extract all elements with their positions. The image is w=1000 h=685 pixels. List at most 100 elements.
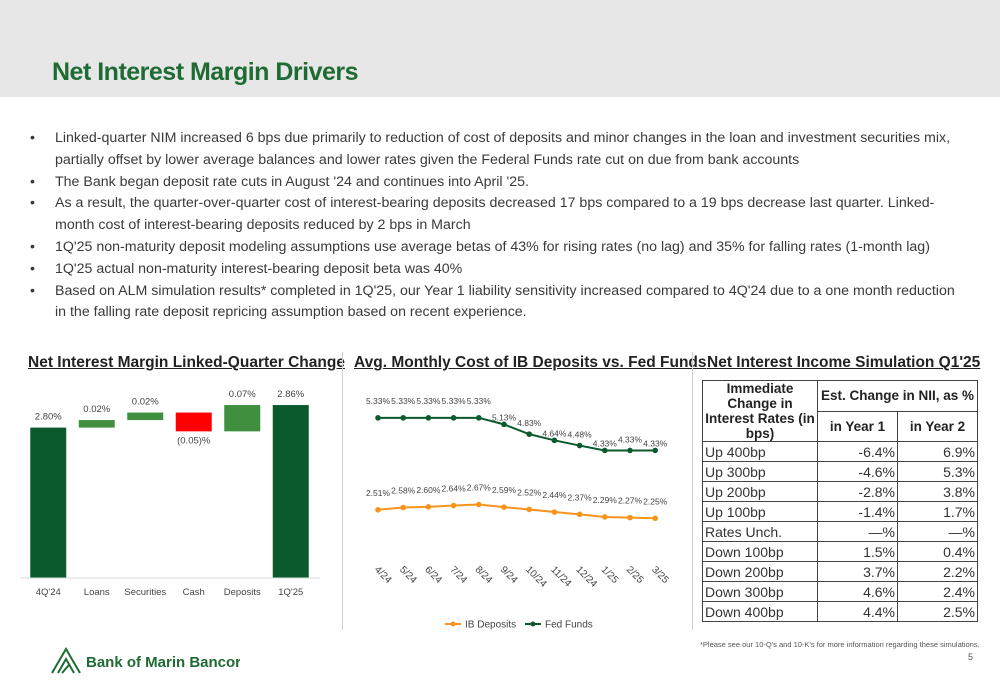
x-tick-label: 9/24 (498, 564, 520, 586)
x-tick-label: Securities (124, 587, 166, 598)
value-label: 5.33% (467, 396, 492, 406)
x-tick-label: 1Q'25 (278, 587, 303, 598)
x-tick-label: 1/25 (599, 564, 621, 586)
legend-label: IB Deposits (465, 620, 516, 631)
table-cell: 6.9% (896, 441, 979, 462)
point (425, 415, 432, 421)
x-tick-label: 10/24 (523, 564, 549, 590)
waterfall-chart: 2.80% 4Q'24 0.02% Loans 0.02% Securities (0.05… (20, 389, 320, 598)
table-row: Rates Unch. —% —% (702, 521, 979, 542)
x-tick-label: 7/24 (447, 564, 469, 586)
table-cell: 4.4% (817, 601, 898, 622)
point (551, 437, 558, 444)
legend-swatch (450, 621, 456, 627)
value-label: 4.64% (542, 428, 567, 438)
value-label: 2.37% (568, 492, 593, 502)
value-label: 2.44% (542, 490, 567, 500)
value-label: 5.33% (442, 396, 467, 406)
value-label: 4.48% (568, 430, 593, 440)
page-number: 5 (968, 652, 974, 662)
point (450, 415, 457, 421)
separator (342, 352, 343, 630)
point (501, 421, 507, 428)
value-label: 2.64% (442, 484, 467, 494)
table-cell: Down 300bp (702, 581, 818, 602)
point (652, 515, 658, 522)
value-label: 5.33% (416, 396, 441, 406)
chart-title: Avg. Monthly Cost of IB Deposits vs. Fed… (354, 354, 707, 371)
table-cell: Down 100bp (702, 541, 818, 562)
table-row: Up 100bp -1.4% 1.7% (702, 501, 979, 522)
value-label: 5.33% (366, 396, 391, 406)
table-row: Up 200bp -2.8% 3.8% (702, 481, 979, 502)
value-label: 2.27% (618, 496, 643, 506)
table-cell: 1.5% (817, 541, 898, 562)
table-cell: 3.7% (817, 561, 898, 582)
bar (175, 412, 212, 432)
bullet: 1Q'25 actual non-maturity interest-beari… (30, 259, 965, 281)
logo-text: Bank of Marin Bancorp (86, 654, 240, 671)
footnote: *Please see our 10-Q's and 10-K's for mo… (700, 640, 980, 649)
value-label: 5.33% (391, 396, 416, 406)
value-label: 2.60% (416, 485, 441, 495)
bar (30, 427, 67, 578)
x-tick-label: 11/24 (548, 564, 573, 589)
value-label: 2.58% (391, 485, 416, 495)
table-cell: —% (896, 521, 979, 542)
table-cell: Up 400bp (702, 441, 818, 462)
value-label: 0.02% (83, 404, 110, 415)
point (450, 502, 457, 509)
bullet: Linked-quarter NIM increased 6 bps due p… (30, 128, 965, 172)
bullet: Based on ALM simulation results* complet… (30, 281, 965, 325)
table-cell: Rates Unch. (702, 521, 818, 542)
table-row: Down 300bp 4.6% 2.4% (702, 581, 979, 602)
table-cell: Up 300bp (702, 461, 818, 482)
separator (692, 352, 693, 630)
bullet: The Bank began deposit rate cuts in Augu… (30, 172, 965, 194)
bar (127, 412, 164, 421)
value-label: 2.86% (277, 389, 304, 400)
point (375, 415, 381, 421)
point (400, 504, 406, 511)
value-label: 4.33% (618, 434, 643, 444)
table-cell: -2.8% (817, 481, 898, 502)
x-tick-label: 2/25 (624, 564, 646, 586)
table-cell: -6.4% (817, 441, 898, 462)
x-tick-label: 3/25 (649, 564, 671, 586)
table-cell: Down 400bp (702, 601, 818, 622)
x-tick-label: 4/24 (372, 564, 394, 586)
bullet: 1Q'25 non-maturity deposit modeling assu… (30, 237, 965, 259)
value-label: 2.67% (467, 483, 492, 493)
series-line (378, 416, 656, 452)
point (652, 447, 658, 454)
table-cell: Up 100bp (702, 501, 818, 522)
value-label: 4.33% (643, 438, 668, 448)
point (375, 506, 381, 513)
value-label: 4.83% (517, 418, 542, 428)
table-cell: Down 200bp (702, 561, 818, 582)
table-header: in Year 2 (896, 410, 979, 442)
value-label: 0.02% (132, 397, 159, 408)
point (627, 514, 633, 521)
table-cell: 5.3% (896, 461, 979, 482)
chart-title: Net Interest Margin Linked-Quarter Chang… (28, 354, 345, 371)
legend-swatch (530, 621, 536, 627)
table-cell: 1.7% (896, 501, 979, 522)
point (576, 442, 583, 449)
value-label: 2.25% (643, 496, 668, 506)
table-cell: 2.4% (896, 581, 979, 602)
table-cell: -1.4% (817, 501, 898, 522)
x-tick-label: Deposits (224, 587, 261, 598)
table-title: Net Interest Income Simulation Q1'25 (707, 354, 981, 371)
x-tick-label: 12/24 (573, 564, 599, 590)
point (476, 501, 482, 508)
x-tick-label: 8/24 (473, 564, 495, 586)
bullet-list: Linked-quarter NIM increased 6 bps due p… (30, 128, 965, 324)
bar (272, 405, 309, 578)
table-cell: 2.5% (896, 601, 979, 622)
x-tick-label: Cash (183, 587, 205, 598)
table-cell: -4.6% (817, 461, 898, 482)
value-label: (0.05)% (177, 435, 211, 446)
table-header: Est. Change in NII, as % (817, 380, 978, 412)
